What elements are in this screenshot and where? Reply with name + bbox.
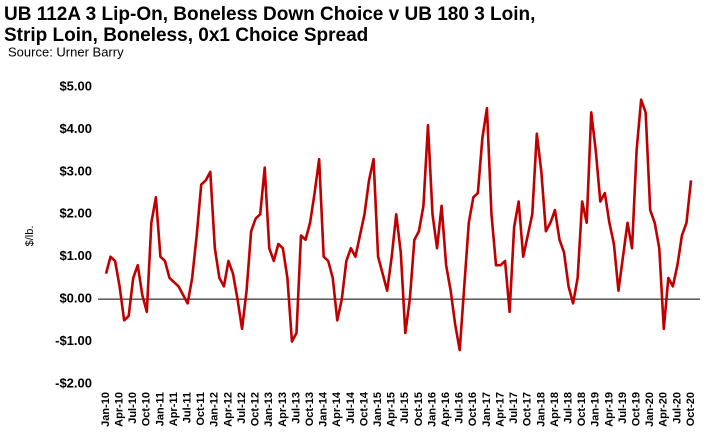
x-tick-label: Jan-19 — [590, 392, 602, 427]
x-tick-label: Apr-11 — [168, 392, 180, 426]
y-tick-label: $2.00 — [59, 206, 92, 221]
x-tick-label: Oct-11 — [195, 392, 207, 426]
x-tick-label: Jan-14 — [318, 391, 330, 427]
x-tick-label: Jan-13 — [263, 392, 275, 427]
x-tick-label: Apr-14 — [331, 391, 343, 427]
y-tick-label: $5.00 — [59, 78, 92, 93]
x-tick-label: Jan-11 — [154, 392, 166, 426]
x-tick-label: Jul-18 — [562, 392, 574, 424]
x-tick-label: Jul-13 — [290, 392, 302, 424]
x-tick-label: Jul-15 — [399, 392, 411, 424]
x-tick-label: Oct-15 — [413, 392, 425, 426]
x-tick-label: Apr-18 — [549, 392, 561, 427]
x-tick-label: Apr-17 — [494, 392, 506, 427]
x-tick-label: Jan-12 — [209, 392, 221, 427]
x-tick-label: Apr-13 — [277, 392, 289, 427]
x-tick-label: Oct-17 — [522, 392, 534, 426]
x-tick-label: Jul-16 — [454, 392, 466, 424]
x-tick-label: Jul-19 — [617, 392, 629, 424]
y-tick-label: $1.00 — [59, 248, 92, 263]
x-tick-label: Jul-14 — [345, 391, 357, 424]
x-tick-label: Jan-15 — [372, 392, 384, 427]
y-tick-label: $0.00 — [59, 291, 92, 306]
x-tick-label: Jan-18 — [535, 392, 547, 427]
x-tick-label: Oct-12 — [250, 392, 262, 426]
y-tick-label: $3.00 — [59, 163, 92, 178]
y-tick-label: $4.00 — [59, 121, 92, 136]
x-tick-label: Jul-12 — [236, 392, 248, 424]
x-tick-label: Apr-19 — [603, 392, 615, 427]
x-tick-label: Apr-16 — [440, 392, 452, 427]
x-tick-label: Oct-18 — [576, 392, 588, 426]
x-tick-label: Jan-10 — [100, 392, 112, 427]
x-tick-label: Jan-17 — [481, 392, 493, 427]
x-tick-label: Oct-19 — [630, 392, 642, 426]
x-tick-label: Oct-16 — [467, 392, 479, 426]
y-axis-label: $/lb. — [24, 226, 36, 247]
x-tick-label: Oct-13 — [304, 392, 316, 426]
x-tick-label: Jul-11 — [182, 392, 194, 423]
x-tick-label: Oct-14 — [358, 391, 370, 426]
x-tick-label: Jul-17 — [508, 392, 520, 424]
chart-title: Strip Loin, Boneless, 0x1 Choice Spread — [4, 25, 368, 46]
y-tick-label: -$2.00 — [55, 375, 92, 390]
y-tick-label: -$1.00 — [55, 333, 92, 348]
x-tick-label: Jul-20 — [671, 392, 683, 424]
x-tick-label: Apr-12 — [222, 392, 234, 427]
x-tick-label: Oct-20 — [685, 392, 697, 426]
x-tick-label: Jan-20 — [644, 392, 656, 427]
x-tick-label: Jan-16 — [426, 392, 438, 427]
chart-subtitle: Source: Urner Barry — [8, 44, 124, 59]
data-line — [104, 98, 693, 352]
x-tick-label: Apr-15 — [386, 392, 398, 427]
x-tick-label: Apr-20 — [658, 392, 670, 427]
x-tick-label: Jul-10 — [127, 392, 139, 424]
x-tick-label: Oct-10 — [141, 392, 153, 426]
chart-title: UB 112A 3 Lip-On, Boneless Down Choice v… — [4, 4, 535, 25]
x-tick-label: Apr-10 — [114, 392, 126, 427]
